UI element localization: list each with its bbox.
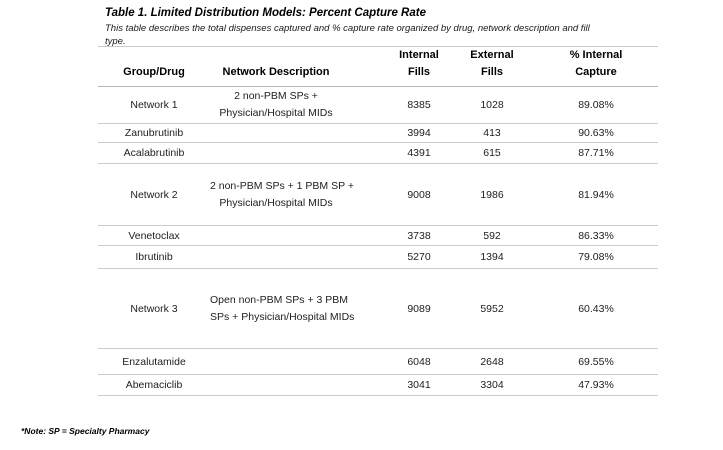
column-header-network-description: Network Description [210,46,342,87]
spacer-cell [342,163,388,226]
table-subtitle-line1: This table describes the total dispenses… [105,23,590,34]
network-description-cell: 2 non-PBM SPs + Physician/Hospital MIDs [210,86,342,124]
spacer-cell [342,225,388,246]
capture-rate-cell: 86.33% [534,225,658,246]
network-description-line2: SPs + Physician/Hospital MIDs [210,310,355,323]
spacer-cell [342,86,388,124]
external-fills-cell: 2648 [450,348,534,375]
capture-rate-cell: 79.08% [534,245,658,269]
internal-fills-cell: 5270 [388,245,450,269]
internal-fills-cell: 3738 [388,225,450,246]
internal-fills-cell: 6048 [388,348,450,375]
column-header-capture-line2: Capture [575,66,617,78]
group-cell: Abemaciclib [98,374,210,396]
spacer-cell [342,245,388,269]
column-header-external-line1: External [470,49,514,61]
group-cell: Zanubrutinib [98,123,210,143]
table-subtitle-line2: type. [105,36,126,47]
column-header-pct-internal-capture: % Internal Capture [534,46,658,87]
table-subtitle: This table describes the total dispenses… [105,22,661,48]
network-description-cell: 2 non-PBM SPs + 1 PBM SP + Physician/Hos… [210,163,354,226]
capture-rate-cell: 87.71% [534,142,658,164]
spacer-cell [342,123,388,143]
capture-rate-cell: 69.55% [534,348,658,375]
capture-rate-cell: 90.63% [534,123,658,143]
footnote: *Note: SP = Specialty Pharmacy [21,426,150,436]
external-fills-cell: 5952 [450,268,534,349]
capture-rate-cell: 89.08% [534,86,658,124]
table-row-venetoclax: Venetoclax 3738 592 86.33% [98,225,658,246]
spacer-cell [342,348,388,375]
network-description-cell [210,142,342,164]
capture-rate-cell: 81.94% [534,163,658,226]
network-description-line1: 2 non-PBM SPs + 1 PBM SP + [210,179,354,192]
capture-rate-table: Group/Drug Network Description Internal … [98,46,658,396]
internal-fills-cell: 4391 [388,142,450,164]
column-header-external-fills: External Fills [450,46,534,87]
table-row-enzalutamide: Enzalutamide 6048 2648 69.55% [98,348,658,375]
internal-fills-cell: 3994 [388,123,450,143]
external-fills-cell: 1986 [450,163,534,226]
table-row-network-1: Network 1 2 non-PBM SPs + Physician/Hosp… [98,86,658,124]
column-header-internal-fills: Internal Fills [388,46,450,87]
external-fills-cell: 615 [450,142,534,164]
network-description-cell [210,245,342,269]
external-fills-cell: 592 [450,225,534,246]
column-header-internal-line2: Fills [407,66,430,78]
group-cell: Network 2 [98,163,210,226]
network-description-cell: Open non-PBM SPs + 3 PBM SPs + Physician… [210,268,355,349]
table-row-abemaciclib: Abemaciclib 3041 3304 47.93% [98,374,658,396]
table-title: Table 1. Limited Distribution Models: Pe… [105,7,426,19]
network-description-line2: Physician/Hospital MIDs [219,107,333,119]
group-cell: Network 3 [98,268,210,349]
network-description-cell [210,374,342,396]
column-header-capture-line1: % Internal [569,49,623,61]
table-row-network-2: Network 2 2 non-PBM SPs + 1 PBM SP + Phy… [98,163,658,226]
network-description-cell [210,348,342,375]
network-description-cell [210,225,342,246]
capture-rate-cell: 47.93% [534,374,658,396]
column-header-external-line2: Fills [480,66,503,78]
group-cell: Venetoclax [98,225,210,246]
column-spacer [342,46,388,87]
internal-fills-cell: 8385 [388,86,450,124]
internal-fills-cell: 9008 [388,163,450,226]
table-row-acalabrutinib: Acalabrutinib 4391 615 87.71% [98,142,658,164]
group-cell: Enzalutamide [98,348,210,375]
group-cell: Network 1 [98,86,210,124]
external-fills-cell: 1394 [450,245,534,269]
network-description-line1: 2 non-PBM SPs + [234,90,318,102]
spacer-cell [342,374,388,396]
table-row-ibrutinib: Ibrutinib 5270 1394 79.08% [98,245,658,269]
table-header-row: Group/Drug Network Description Internal … [98,46,658,87]
external-fills-cell: 1028 [450,86,534,124]
table-row-zanubrutinib: Zanubrutinib 3994 413 90.63% [98,123,658,143]
internal-fills-cell: 3041 [388,374,450,396]
column-header-group-drug: Group/Drug [98,46,210,87]
network-description-line1: Open non-PBM SPs + 3 PBM [210,293,349,306]
network-description-line2: Physician/Hospital MIDs [219,196,333,209]
table-row-network-3: Network 3 Open non-PBM SPs + 3 PBM SPs +… [98,268,658,349]
group-cell: Acalabrutinib [98,142,210,164]
group-cell: Ibrutinib [98,245,210,269]
capture-rate-cell: 60.43% [534,268,658,349]
spacer-cell [342,142,388,164]
column-header-internal-line1: Internal [399,49,439,61]
network-description-cell [210,123,342,143]
external-fills-cell: 3304 [450,374,534,396]
external-fills-cell: 413 [450,123,534,143]
title-block: Table 1. Limited Distribution Models: Pe… [105,6,661,48]
internal-fills-cell: 9089 [388,268,450,349]
spacer-cell [342,268,388,349]
